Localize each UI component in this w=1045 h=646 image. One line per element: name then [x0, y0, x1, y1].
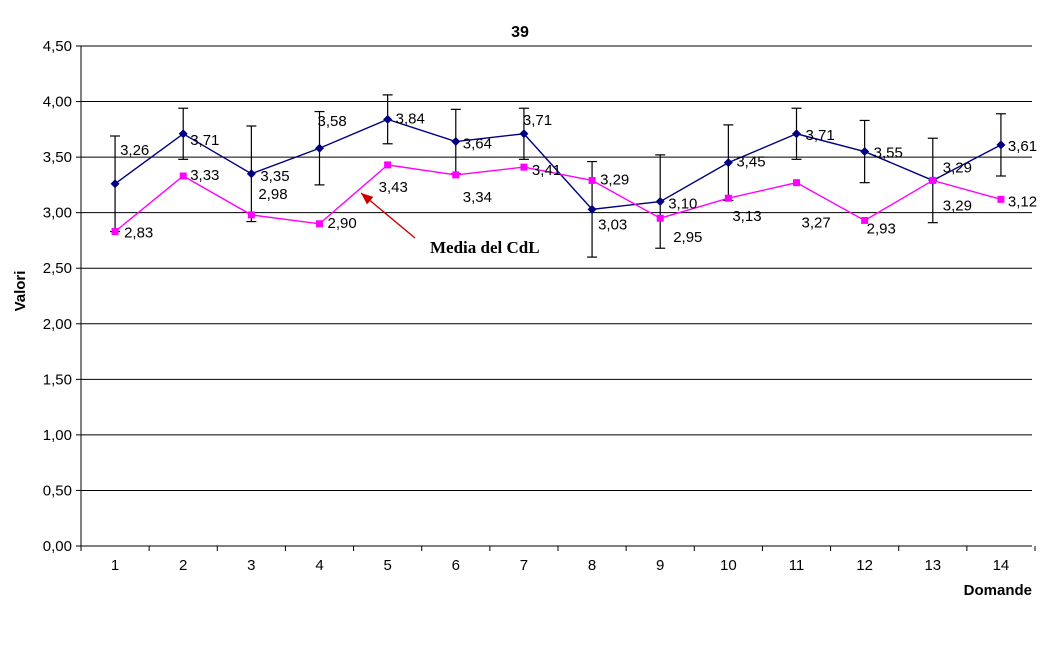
x-tick-label: 7 — [520, 557, 528, 574]
diamond-marker — [246, 169, 256, 179]
dark-blue-diamond-series-line — [114, 118, 1002, 211]
gridlines — [81, 45, 1032, 547]
square-marker — [384, 161, 392, 169]
y-tick-label: 3,00 — [43, 205, 72, 222]
data-label: 3,34 — [463, 189, 492, 206]
annotation-label: Media del CdL — [430, 238, 540, 257]
x-tick-label: 8 — [588, 557, 596, 574]
data-label: 3,43 — [379, 179, 408, 196]
data-label: 2,90 — [328, 215, 357, 232]
y-tick-label: 2,00 — [43, 316, 72, 333]
x-tick-label: 11 — [789, 557, 805, 574]
data-label: 2,98 — [258, 186, 287, 203]
data-label: 3,84 — [396, 110, 425, 127]
square-marker — [520, 163, 528, 171]
data-label: 3,29 — [943, 159, 972, 176]
data-label: 3,29 — [943, 197, 972, 214]
data-label: 3,55 — [874, 145, 903, 162]
square-marker — [997, 195, 1005, 203]
x-tick-label: 2 — [179, 557, 187, 574]
data-label: 3,13 — [732, 208, 761, 225]
square-marker — [111, 228, 119, 236]
y-axis-title: Valori — [12, 271, 29, 312]
x-tick-label: 5 — [383, 557, 391, 574]
diamond-marker — [315, 143, 324, 153]
diamond-marker — [587, 204, 597, 214]
diamond-marker — [383, 114, 393, 124]
axes: 0,00 0,50 1,00 1,50 2,00 2,50 3,00 3,50 4,00 4,50… — [43, 38, 1036, 574]
data-label: 3,12 — [1008, 193, 1037, 210]
data-label: 3,71 — [806, 127, 835, 144]
diamond-marker — [996, 140, 1006, 150]
series-lines — [110, 114, 1006, 236]
data-label: 3,71 — [190, 132, 219, 149]
data-label: 3,27 — [802, 215, 831, 232]
y-tick-label: 1,50 — [43, 371, 72, 388]
diamond-marker — [860, 147, 870, 157]
data-label: 3,71 — [523, 112, 552, 129]
diamond-marker — [792, 129, 801, 139]
square-marker — [316, 220, 323, 228]
x-tick-label: 13 — [924, 557, 941, 574]
x-axis-title: Domande — [964, 582, 1032, 599]
data-labels: 3,26 3,71 3,35 3,58 3,84 3,64 3,71 3,03 3,10 3,45… — [120, 110, 1037, 246]
x-tick-label: 12 — [856, 557, 873, 574]
x-tick-label: 3 — [247, 557, 255, 574]
x-tick-label: 6 — [452, 557, 460, 574]
y-tick-label: 4,00 — [43, 94, 72, 111]
x-tick-label: 14 — [993, 557, 1010, 574]
data-label: 3,45 — [736, 154, 765, 171]
diamond-marker — [178, 129, 188, 139]
diamond-marker — [655, 197, 665, 207]
data-label: 3,10 — [668, 196, 697, 213]
square-marker — [588, 176, 596, 184]
square-marker — [179, 172, 187, 180]
annotation-arrow — [360, 192, 416, 239]
square-marker — [656, 214, 664, 222]
data-label: 2,95 — [673, 229, 702, 246]
y-tick-label: 1,00 — [43, 427, 72, 444]
data-label: 3,33 — [190, 167, 219, 184]
chart-title: 39 — [511, 24, 529, 41]
magenta-square-series-line — [114, 164, 1002, 233]
data-label: 3,29 — [600, 171, 629, 188]
data-label: 3,61 — [1008, 138, 1037, 155]
diamond-marker — [110, 179, 120, 189]
square-marker — [452, 171, 460, 179]
data-label: 3,41 — [532, 162, 561, 179]
y-tick-label: 0,00 — [43, 538, 72, 555]
square-marker — [724, 194, 732, 202]
annotation: Media del CdL — [360, 192, 540, 257]
y-tick-label: 3,50 — [43, 149, 72, 166]
square-marker — [247, 211, 255, 219]
x-tick-label: 4 — [315, 557, 323, 574]
square-marker — [861, 216, 869, 224]
data-label: 3,03 — [598, 216, 627, 233]
data-label: 2,93 — [867, 220, 896, 237]
y-tick-label: 2,50 — [43, 260, 72, 277]
data-label: 3,26 — [120, 142, 149, 159]
y-tick-label: 4,50 — [43, 38, 72, 55]
diamond-marker — [451, 137, 461, 147]
y-tick-label: 0,50 — [43, 482, 72, 499]
x-tick-label: 9 — [656, 557, 664, 574]
data-label: 2,83 — [124, 225, 153, 242]
x-tick-label: 1 — [111, 557, 119, 574]
x-tick-label: 10 — [720, 557, 737, 574]
square-marker — [793, 179, 800, 187]
data-label: 3,35 — [260, 168, 289, 185]
data-label: 3,64 — [463, 136, 492, 153]
diamond-marker — [723, 158, 733, 168]
data-label: 3,58 — [318, 113, 347, 130]
square-marker — [929, 176, 937, 184]
diamond-marker — [519, 129, 529, 139]
